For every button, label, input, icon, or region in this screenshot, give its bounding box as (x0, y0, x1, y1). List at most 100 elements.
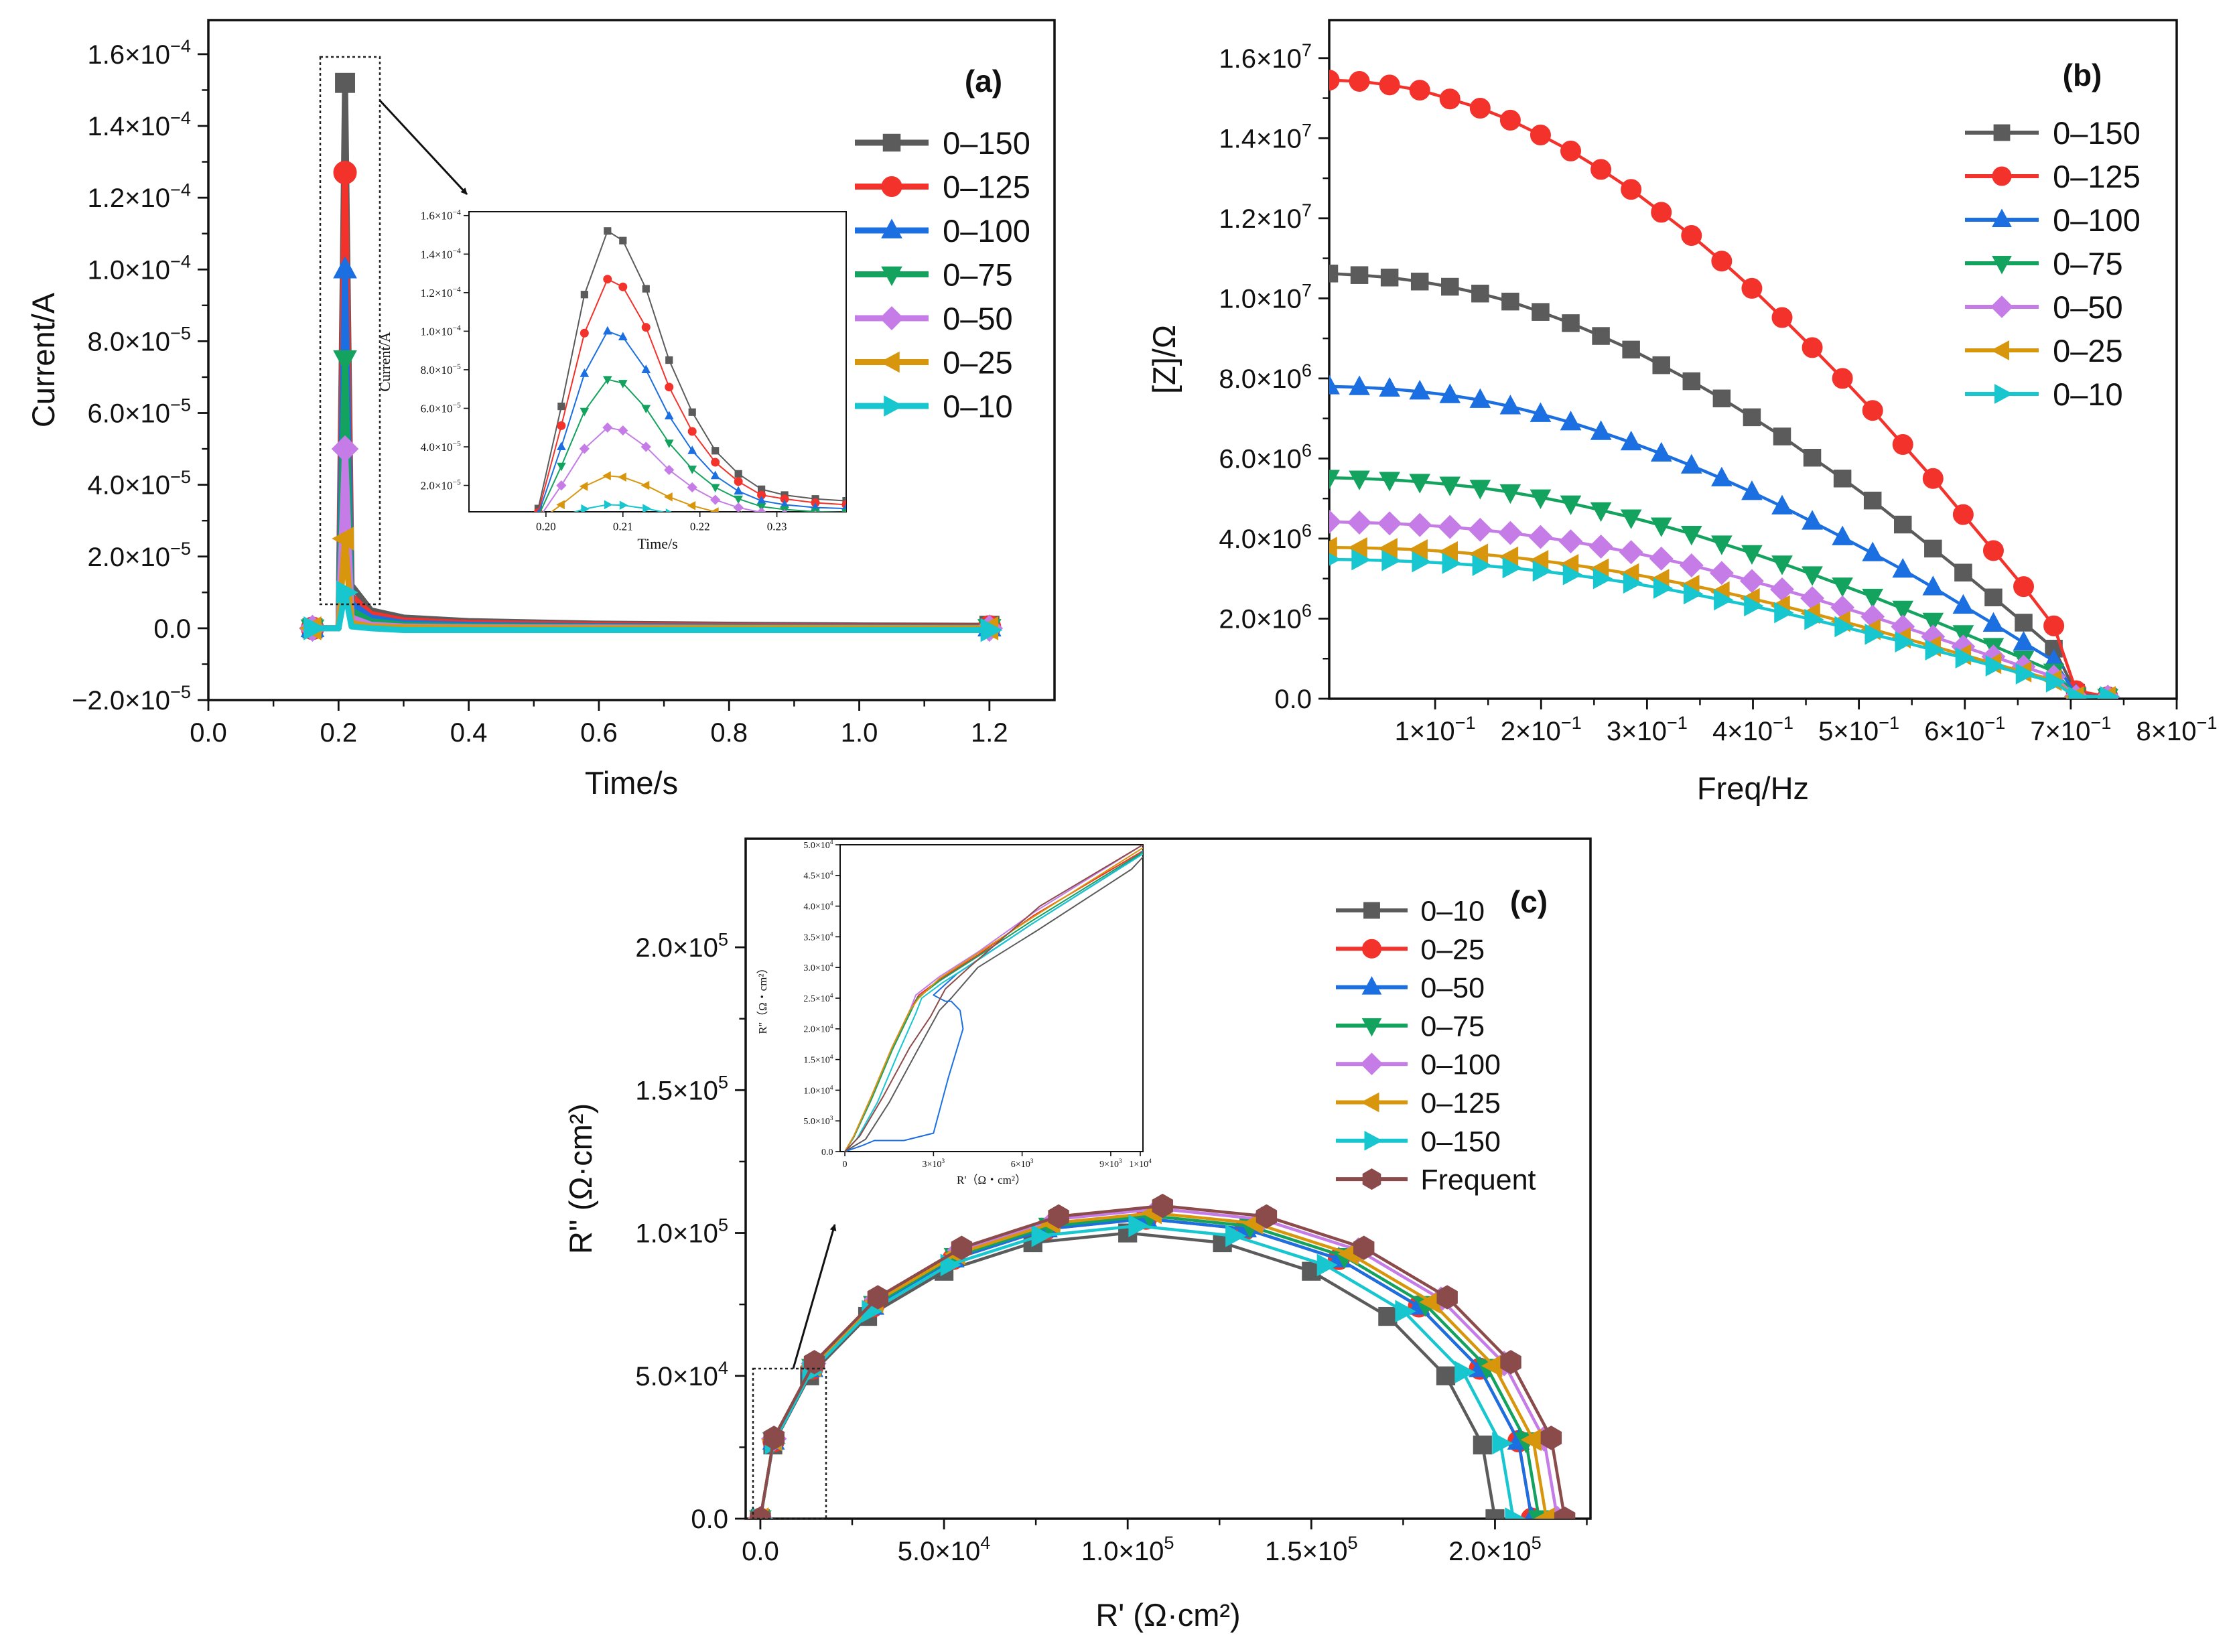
legend-label: 0–125 (1420, 1087, 1501, 1119)
a-inset-point (602, 471, 611, 481)
b-y-tick-label: 1.0×107 (1219, 280, 1312, 314)
a-inset-point (734, 477, 743, 486)
zoom-arrow-c (792, 1224, 837, 1369)
a-inset-point (640, 480, 650, 490)
legend-marker (1361, 1018, 1382, 1037)
tick-mantissa: 0.0 (821, 1148, 833, 1158)
tick-exponent: 5 (718, 928, 728, 949)
a-y-tick-label: 4.0×10−5 (88, 466, 191, 500)
tick-exponent: −5 (452, 401, 461, 409)
b-point (1952, 504, 1974, 525)
a-inset-point (581, 504, 590, 512)
b-point (2068, 686, 2088, 699)
a-y-tick-label: 2.0×10−5 (88, 538, 191, 572)
a-point (303, 616, 326, 640)
tick-mantissa: 1.5×10 (635, 1076, 718, 1105)
c-inset-y-tick-label: 2.0×104 (803, 1024, 833, 1035)
tick-mantissa: 5.0×10 (803, 841, 829, 851)
tick-mantissa: 8×10 (2136, 717, 2196, 746)
a-inset-y-tick-label: 2.0×10−5 (421, 478, 461, 492)
tick-mantissa: 1.4×10 (88, 112, 170, 141)
c-point (1454, 1361, 1476, 1384)
c-inset-line (844, 853, 1143, 1152)
legend-marker (1992, 166, 2012, 186)
b-point (1349, 470, 1370, 490)
a-point (333, 256, 357, 279)
b-point (1621, 179, 1642, 200)
legend-marker (880, 351, 900, 373)
a-point (333, 350, 357, 372)
c-inset-x-tick-label: 9×103 (1099, 1158, 1122, 1170)
a-inset-point (710, 484, 720, 493)
tick-mantissa: 1.4×10 (421, 248, 453, 261)
a-inset-point (641, 405, 651, 414)
tick-exponent: 5 (1347, 1532, 1357, 1553)
a-inset-x-axis-title: Time/s (637, 535, 677, 552)
b-point (1681, 225, 1702, 247)
b-point (2100, 686, 2120, 699)
a-y-tick-label: 1.0×10−4 (88, 251, 191, 285)
tick-exponent: −1 (1667, 712, 1688, 733)
b-point (1329, 70, 1340, 91)
b-series-0–125 (1329, 70, 2118, 699)
legend-item: Frequent (1336, 1164, 1536, 1196)
b-point (1832, 368, 1853, 389)
a-x-tick-label: 0.0 (190, 718, 227, 748)
legend-item: 0–25 (1336, 934, 1485, 966)
c-point (1534, 1507, 1555, 1519)
b-point (1592, 327, 1610, 345)
b-point (2015, 614, 2033, 632)
a-inset-line (537, 230, 846, 509)
b-y-tick-label: 0.0 (1274, 685, 1312, 714)
legend-item: 0–10 (1965, 376, 2123, 412)
a-x-tick-label: 0.4 (450, 718, 488, 748)
b-point (1469, 480, 1491, 500)
a-inset-point (734, 470, 742, 478)
legend-marker (1992, 256, 2012, 275)
legend-label: 0–25 (1420, 934, 1485, 966)
a-y-tick-label: −2.0×10−5 (72, 681, 191, 715)
c-inset-y-tick-label: 5.0×103 (803, 1115, 833, 1127)
b-point (1408, 512, 1432, 537)
legend-item: 0–75 (1965, 246, 2123, 281)
b-point (1471, 284, 1489, 303)
b-series-0–150 (1329, 265, 2117, 699)
a-y-tick-label: 8.0×10−5 (88, 323, 191, 357)
tick-exponent: 6 (1302, 520, 1312, 541)
b-y-tick-label: 1.2×107 (1219, 200, 1312, 234)
b-point (1680, 526, 1702, 546)
a-inset-point (618, 332, 628, 341)
b-point (1832, 525, 1853, 545)
tick-exponent: 7 (1302, 120, 1312, 141)
a-inset-point (619, 236, 627, 245)
b-point (1619, 540, 1643, 565)
b-point (1650, 441, 1672, 462)
b-point (1379, 376, 1400, 397)
b-y-tick-label: 4.0×106 (1219, 520, 1312, 554)
b-point (1834, 616, 1854, 638)
a-inset-y-tick-label: 1.4×10−4 (421, 247, 461, 261)
a-inset-series-0–25 (550, 471, 742, 512)
b-point (1562, 314, 1580, 332)
legend-item: 0–100 (855, 213, 1030, 249)
b-point (1469, 388, 1491, 408)
b-point (1349, 70, 1370, 92)
tick-mantissa: 2.0×10 (803, 1025, 829, 1035)
a-inset-point (619, 500, 628, 510)
a-inset-point (640, 441, 651, 452)
panel-label: (c) (1510, 884, 1548, 919)
c-x-axis-title: R' (Ω·cm²) (1095, 1597, 1240, 1633)
c-inset-x-axis-title: R'（Ω・cm²） (957, 1174, 1026, 1186)
tick-mantissa: 0.6 (580, 718, 618, 748)
b-point (1679, 553, 1704, 577)
tick-exponent: −5 (452, 478, 461, 486)
b-point (1714, 589, 1734, 611)
tick-exponent: −5 (170, 538, 191, 559)
a-inset-line (538, 330, 846, 512)
b-y-tick-label: 1.4×107 (1219, 120, 1312, 154)
c-point (1540, 1426, 1562, 1450)
b-point (1684, 583, 1704, 605)
tick-exponent: 6 (1302, 360, 1312, 381)
tick-mantissa: 2×10 (1501, 717, 1561, 746)
b-point (1439, 476, 1461, 496)
